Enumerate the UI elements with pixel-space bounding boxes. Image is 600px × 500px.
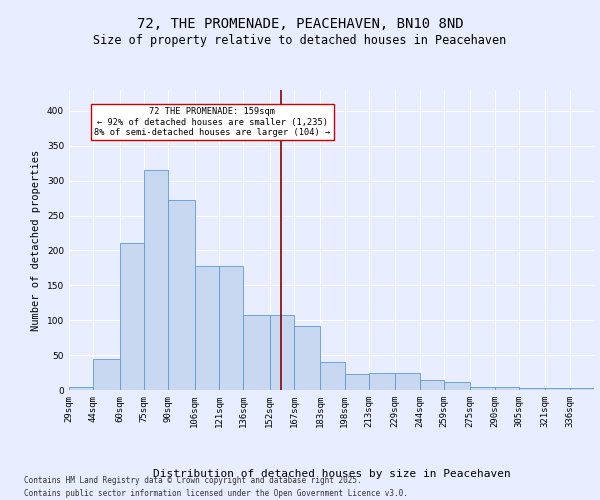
Bar	[519, 388, 545, 390]
Text: Size of property relative to detached houses in Peacehaven: Size of property relative to detached ho…	[94, 34, 506, 47]
Bar	[194, 266, 219, 390]
Text: 72, THE PROMENADE, PEACEHAVEN, BN10 8ND: 72, THE PROMENADE, PEACEHAVEN, BN10 8ND	[137, 18, 463, 32]
Bar	[269, 314, 294, 390]
Text: 72 THE PROMENADE: 159sqm
← 92% of detached houses are smaller (1,235)
8% of semi: 72 THE PROMENADE: 159sqm ← 92% of detach…	[94, 108, 331, 137]
Y-axis label: Number of detached properties: Number of detached properties	[31, 150, 41, 330]
Bar	[395, 374, 419, 390]
Bar	[470, 387, 494, 390]
Bar	[144, 170, 169, 390]
Bar	[294, 326, 320, 390]
X-axis label: Distribution of detached houses by size in Peacehaven: Distribution of detached houses by size …	[152, 469, 511, 479]
Bar	[569, 388, 594, 390]
Bar	[545, 388, 569, 390]
Bar	[320, 362, 344, 390]
Bar	[369, 374, 395, 390]
Bar	[244, 314, 269, 390]
Bar	[344, 374, 369, 390]
Bar	[119, 244, 144, 390]
Text: Contains public sector information licensed under the Open Government Licence v3: Contains public sector information licen…	[24, 489, 408, 498]
Bar	[169, 200, 194, 390]
Bar	[219, 266, 244, 390]
Bar	[444, 382, 470, 390]
Bar	[94, 360, 119, 390]
Bar	[419, 380, 444, 390]
Bar	[69, 386, 94, 390]
Bar	[494, 387, 519, 390]
Text: Contains HM Land Registry data © Crown copyright and database right 2025.: Contains HM Land Registry data © Crown c…	[24, 476, 362, 485]
